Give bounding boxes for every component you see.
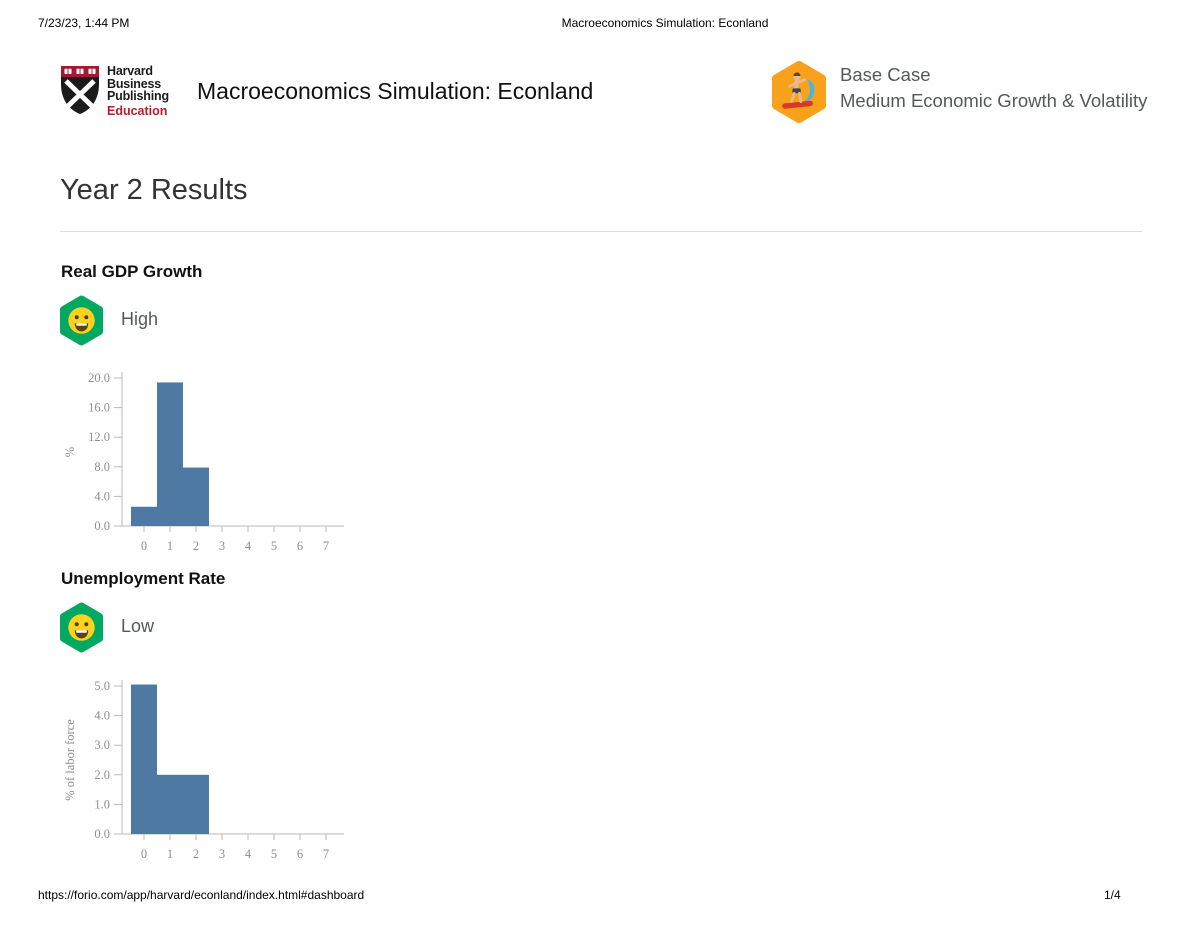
print-footer-page-number: 1/4 xyxy=(1104,888,1121,902)
svg-text:8.0: 8.0 xyxy=(94,460,110,474)
svg-text:3.0: 3.0 xyxy=(94,738,110,752)
page-title: Year 2 Results xyxy=(60,174,248,206)
svg-text:0: 0 xyxy=(141,847,147,861)
unemployment-rating-label: Low xyxy=(121,616,155,636)
svg-text:2: 2 xyxy=(193,847,199,861)
svg-text:3: 3 xyxy=(219,847,225,861)
divider xyxy=(60,231,1142,232)
svg-text:6: 6 xyxy=(297,847,303,861)
hbp-shield-icon xyxy=(58,63,102,122)
logo-line-1: Harvard xyxy=(107,64,153,78)
svg-text:4: 4 xyxy=(245,539,252,553)
svg-text:2: 2 xyxy=(193,539,199,553)
svg-text:0.0: 0.0 xyxy=(94,827,110,841)
svg-text:1: 1 xyxy=(167,539,173,553)
print-title: Macroeconomics Simulation: Econland xyxy=(561,16,769,30)
gdp-rating-label: High xyxy=(121,309,159,329)
svg-text:4.0: 4.0 xyxy=(94,489,110,503)
svg-text:%: % xyxy=(63,447,77,457)
svg-text:4.0: 4.0 xyxy=(94,709,110,723)
svg-text:5: 5 xyxy=(271,539,277,553)
svg-text:0.0: 0.0 xyxy=(94,519,110,533)
svg-text:5: 5 xyxy=(271,847,277,861)
surfer-badge-icon xyxy=(770,60,828,129)
real-gdp-growth-chart: 0.0 4.0 8.0 12.0 16.0 20.0 0 1 2 3 4 5 6 7% xyxy=(58,368,358,564)
unemployment-rate-chart: 0.0 1.0 2.0 3.0 4.0 5.0 0 1 2 3 4 5 6 7 % of labor for… xyxy=(58,676,358,872)
svg-text:5.0: 5.0 xyxy=(94,679,110,693)
print-datetime: 7/23/23, 1:44 PM xyxy=(38,16,130,30)
logo-line-2: Business xyxy=(107,76,161,91)
print-footer-url: https://forio.com/app/harvard/econland/i… xyxy=(38,888,365,902)
hbp-logo[interactable]: Harvard Business Publishing Education xyxy=(58,63,169,122)
svg-text:6: 6 xyxy=(297,539,303,553)
svg-text:1.0: 1.0 xyxy=(94,797,110,811)
smiley-badge-icon xyxy=(58,295,105,351)
svg-text:16.0: 16.0 xyxy=(88,401,110,415)
app-title: Macroeconomics Simulation: Econland xyxy=(197,78,594,104)
svg-text:0: 0 xyxy=(141,539,147,553)
svg-text:% of labor force: % of labor force xyxy=(63,719,77,801)
svg-text:12.0: 12.0 xyxy=(88,430,110,444)
svg-text:1: 1 xyxy=(167,847,173,861)
scenario-description: Medium Economic Growth & Volatility xyxy=(840,90,1148,111)
svg-text:7: 7 xyxy=(323,847,329,861)
smiley-badge-icon xyxy=(58,602,105,658)
scenario-name: Base Case xyxy=(840,64,931,85)
logo-line-3: Publishing xyxy=(107,89,169,103)
hbp-logo-text: Harvard Business Publishing Education xyxy=(107,65,169,118)
svg-text:7: 7 xyxy=(323,539,329,553)
svg-text:20.0: 20.0 xyxy=(88,371,110,385)
svg-text:3: 3 xyxy=(219,539,225,553)
logo-line-education: Education xyxy=(107,103,168,118)
svg-text:4: 4 xyxy=(245,847,252,861)
svg-text:2.0: 2.0 xyxy=(94,768,110,782)
scenario-info: Base Case Medium Economic Growth & Volat… xyxy=(770,60,1147,129)
section-heading-unemployment-rate: Unemployment Rate xyxy=(61,569,226,588)
section-heading-real-gdp-growth: Real GDP Growth xyxy=(61,262,203,281)
